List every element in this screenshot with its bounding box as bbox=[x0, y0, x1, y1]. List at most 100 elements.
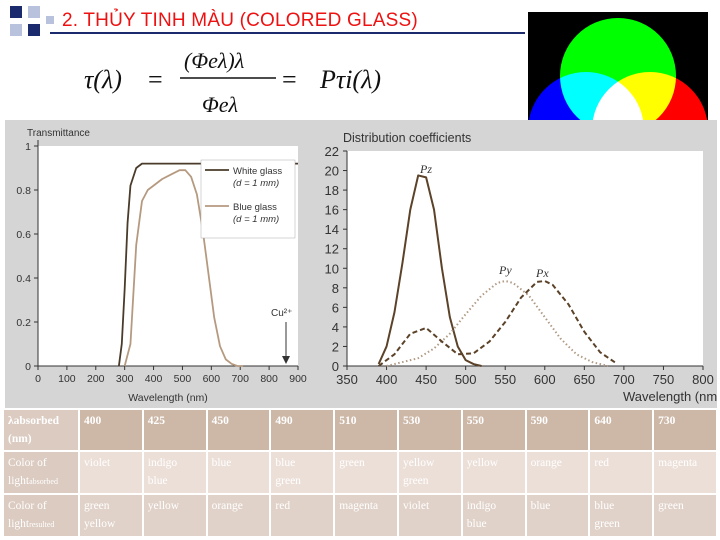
x-tick-label: 500 bbox=[174, 373, 192, 385]
title-rule bbox=[50, 32, 525, 34]
header-color-absorbed: Color of lightabsorbed bbox=[2, 450, 80, 495]
cell-resulted-color: green yellow bbox=[78, 493, 144, 538]
equals-sign-2: = bbox=[282, 65, 297, 94]
resulted-color-text: green bbox=[84, 500, 110, 512]
cell-resulted-color: green bbox=[652, 493, 718, 538]
series-line-blue-glass bbox=[123, 169, 244, 367]
cell-wavelength: 510 bbox=[333, 408, 399, 452]
cell-absorbed-color: red bbox=[588, 450, 655, 495]
label-py: Py bbox=[498, 263, 512, 277]
absorbed-color-text: orange bbox=[530, 457, 562, 469]
formula-numerator: (Φeλ)λ bbox=[184, 48, 244, 73]
label-px: Px bbox=[535, 266, 549, 280]
x-tick-label: 400 bbox=[376, 372, 398, 387]
color-table: λabsorbed (nm) 400 425 450 490 510 530 550 590 6… bbox=[2, 408, 718, 538]
absorbed-color-text: yellow bbox=[466, 457, 499, 469]
header-color-of: Color of bbox=[8, 457, 47, 469]
cell-resulted-color: blue green bbox=[588, 493, 655, 538]
cell-absorbed-color: blue green bbox=[269, 450, 336, 495]
x-tick-label: 800 bbox=[692, 372, 714, 387]
resulted-color-text: blue bbox=[466, 518, 487, 530]
x-tick-label: 700 bbox=[231, 373, 249, 385]
cell-absorbed-color: indigo blue bbox=[141, 450, 208, 495]
absorbed-color-text: green bbox=[402, 475, 429, 487]
legend-sublabel: (d = 1 mm) bbox=[233, 214, 279, 225]
x-tick-label: 350 bbox=[336, 372, 358, 387]
cell-absorbed-color: yellow green bbox=[396, 450, 463, 495]
equals-sign: = bbox=[148, 65, 163, 94]
absorbed-color-text: green bbox=[339, 457, 365, 469]
y-tick-label: 0.4 bbox=[16, 273, 31, 285]
absorbed-color-text: blue bbox=[147, 475, 168, 487]
series-line-pz bbox=[377, 174, 482, 367]
decorative-bullets bbox=[2, 2, 54, 132]
cell-resulted-color: violet bbox=[396, 493, 463, 538]
legend-label: White glass bbox=[233, 166, 282, 177]
chart-title: Distribution coefficients bbox=[343, 131, 471, 145]
x-tick-label: 200 bbox=[87, 373, 105, 385]
resulted-color-text: orange bbox=[211, 500, 243, 512]
absorbed-color-text: blue bbox=[211, 457, 232, 469]
absorbed-color-text: violet bbox=[84, 457, 111, 469]
cell-wavelength: 640 bbox=[588, 408, 655, 452]
x-tick-label: 600 bbox=[534, 372, 556, 387]
bullet-square bbox=[10, 6, 22, 18]
header-lambda-absorbed: λabsorbed bbox=[8, 415, 60, 427]
annotation-cu: Cu²⁺ bbox=[271, 308, 292, 319]
bullet-square bbox=[46, 16, 54, 24]
header-light-2: light bbox=[8, 518, 30, 530]
cell-resulted-color: yellow bbox=[141, 493, 208, 538]
series-line-px bbox=[378, 279, 617, 367]
y-tick-label: 0.6 bbox=[16, 229, 31, 241]
legend-box bbox=[200, 159, 296, 239]
label-pz: Pz bbox=[419, 162, 432, 176]
absorbed-color-text: blue bbox=[275, 457, 296, 469]
resulted-color-text: indigo bbox=[466, 500, 497, 512]
header-resulted-sub: resulted bbox=[29, 520, 55, 529]
resulted-color-text: violet bbox=[402, 500, 430, 512]
cell-absorbed-color: magenta bbox=[652, 450, 718, 495]
formula-lhs: τ(λ) bbox=[84, 65, 122, 94]
absorbed-color-text: yellow bbox=[402, 457, 435, 469]
cell-absorbed-color: green bbox=[333, 450, 399, 495]
cell-wavelength: 400 bbox=[78, 408, 144, 452]
plot-area bbox=[347, 151, 703, 366]
table-row-resulted-color: Color of lightresulted green yellow yellow… bbox=[2, 493, 718, 538]
resulted-color-text: magenta bbox=[339, 500, 379, 512]
annotation-arrow-head bbox=[282, 356, 290, 364]
resulted-color-text: red bbox=[275, 500, 291, 512]
cell-resulted-color: magenta bbox=[333, 493, 399, 538]
resulted-color-text: yellow bbox=[147, 500, 180, 512]
cell-wavelength: 425 bbox=[141, 408, 208, 452]
cell-wavelength: 590 bbox=[524, 408, 591, 452]
header-color-of-2: Color of bbox=[8, 500, 47, 512]
legend-sublabel: (d = 1 mm) bbox=[233, 178, 279, 189]
x-tick-label: 700 bbox=[613, 372, 635, 387]
cell-wavelength: 550 bbox=[460, 408, 527, 452]
cell-absorbed-color: orange bbox=[524, 450, 591, 495]
resulted-color-text: yellow bbox=[84, 518, 116, 530]
legend-label: Blue glass bbox=[233, 202, 277, 213]
y-tick-label: 1 bbox=[25, 141, 31, 153]
cell-resulted-color: indigo blue bbox=[460, 493, 527, 538]
x-tick-label: 800 bbox=[260, 373, 278, 385]
x-tick-label: 900 bbox=[289, 373, 307, 385]
x-tick-label: 600 bbox=[203, 373, 221, 385]
cell-absorbed-color: violet bbox=[78, 450, 144, 495]
cell-resulted-color: red bbox=[269, 493, 336, 538]
transmittance-formula: τ(λ) = (Φeλ)λ Φeλ = Pτi(λ) bbox=[84, 48, 381, 117]
cell-absorbed-color: blue bbox=[205, 450, 272, 495]
series-line-py bbox=[386, 279, 609, 367]
x-tick-label: 500 bbox=[455, 372, 477, 387]
formula-rhs: Pτi(λ) bbox=[319, 65, 381, 94]
header-light: light bbox=[8, 475, 30, 487]
x-tick-label: 400 bbox=[145, 373, 163, 385]
resulted-color-text: green bbox=[594, 518, 620, 530]
bullet-square bbox=[28, 6, 40, 18]
cell-wavelength: 730 bbox=[652, 408, 718, 452]
y-axis-label: Transmittance bbox=[27, 128, 90, 139]
resulted-color-text: blue bbox=[530, 500, 551, 512]
header-absorbed-wavelength: λabsorbed (nm) bbox=[2, 408, 80, 452]
cell-wavelength: 490 bbox=[269, 408, 336, 452]
transmittance-chart: Transmittance Wavelength (nm) 0 100 200 300 40… bbox=[16, 128, 307, 404]
